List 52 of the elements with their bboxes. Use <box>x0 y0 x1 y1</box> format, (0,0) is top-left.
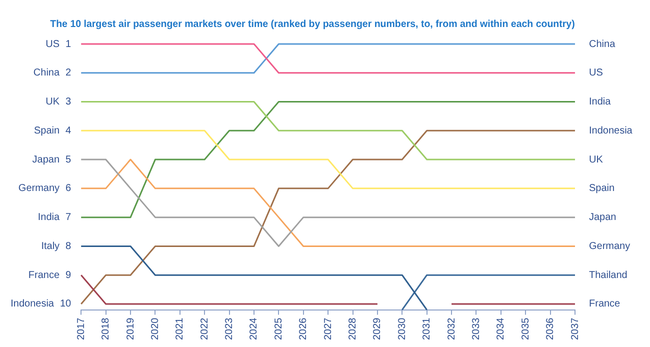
series-label: Japan <box>589 212 616 224</box>
x-tick-label: 2030 <box>396 317 408 340</box>
x-tick-label: 2032 <box>446 317 458 340</box>
y-tick-label: 10 <box>60 298 72 310</box>
x-tick-label: 2024 <box>248 317 260 340</box>
y-tick-label: 1 <box>66 38 72 50</box>
x-tick-label: 2018 <box>100 317 112 340</box>
series-label: US <box>589 68 604 79</box>
x-tick-label: 2029 <box>372 317 384 340</box>
x-tick-label: 2026 <box>298 317 310 340</box>
y-tick-label: 9 <box>66 270 72 281</box>
x-tick-label: 2025 <box>273 317 284 340</box>
y-tick-label: 5 <box>66 154 72 166</box>
chart-title: The 10 largest air passenger markets over time (ranked by passenger numbers, to, from and within each country) <box>50 18 575 30</box>
series-label: UK <box>589 154 604 166</box>
y-tick-label: 4 <box>66 125 72 136</box>
x-tick-label: 2028 <box>348 317 359 340</box>
text: UK <box>46 96 60 108</box>
series-label: France <box>589 298 621 310</box>
text: Indonesia <box>10 298 54 310</box>
x-tick-label: 2027 <box>322 317 334 340</box>
series-label: Indonesia <box>589 125 633 136</box>
series-label: China <box>589 38 616 50</box>
series-label: India <box>589 96 612 108</box>
text: France <box>28 270 60 281</box>
y-tick-label: 8 <box>66 240 72 252</box>
x-tick-label: 2033 <box>470 317 482 340</box>
x-tick-label: 2017 <box>76 317 87 340</box>
x-tick-label: 2031 <box>422 317 433 340</box>
series-label: Thailand <box>589 270 628 281</box>
x-tick-label: 2022 <box>199 317 210 340</box>
y-tick-label: 7 <box>66 212 72 224</box>
series-label: Germany <box>589 240 630 252</box>
x-tick-label: 2023 <box>224 317 236 340</box>
x-tick-label: 2035 <box>520 317 532 340</box>
text: Germany <box>18 183 60 194</box>
x-tick-label: 2037 <box>570 317 581 340</box>
text: Japan <box>32 154 60 166</box>
text: Spain <box>34 125 60 136</box>
text: India <box>38 212 60 224</box>
text: Italy <box>41 240 60 252</box>
text: China <box>33 68 60 79</box>
text: US <box>46 38 60 50</box>
y-tick-label: 6 <box>66 183 72 194</box>
x-tick-label: 2020 <box>150 317 161 340</box>
series-label: Spain <box>589 183 615 194</box>
x-tick-label: 2034 <box>496 317 507 340</box>
x-tick-label: 2021 <box>174 317 186 340</box>
y-tick-label: 2 <box>66 68 72 79</box>
x-tick-label: 2036 <box>545 317 556 340</box>
y-tick-label: 3 <box>66 96 72 108</box>
x-tick-label: 2019 <box>125 317 136 340</box>
